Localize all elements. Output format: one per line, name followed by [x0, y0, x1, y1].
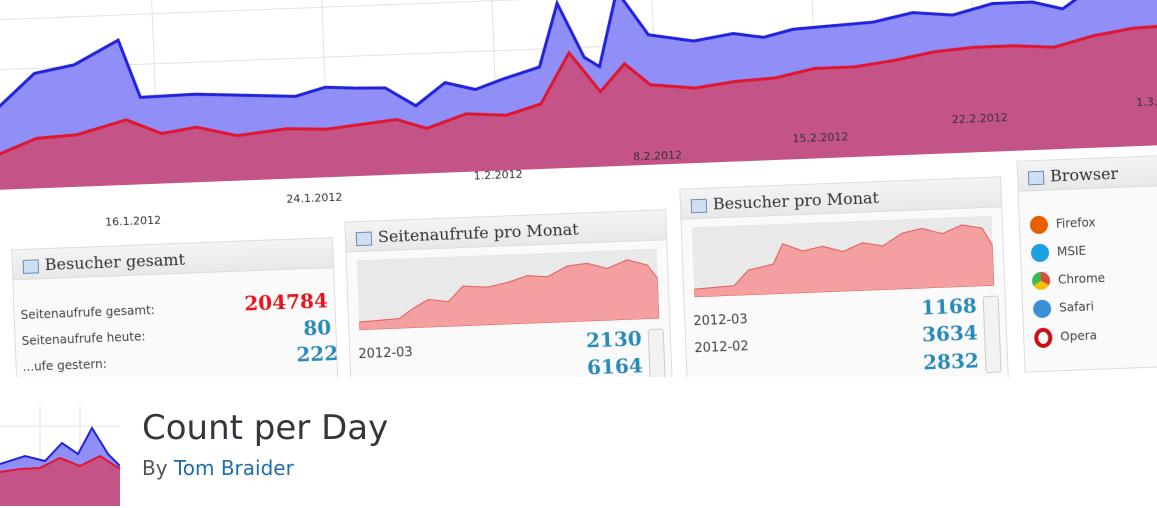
browser-item: Chrome: [1031, 269, 1106, 291]
pageviews-line: [0, 22, 1157, 157]
monitor-icon: [1027, 170, 1045, 185]
x-tick-label: 24.1.2012: [286, 190, 343, 206]
panel-total-visitors: Besucher gesamt Seitenaufrufe gesamt: 20…: [11, 237, 340, 377]
calendar-icon: [22, 258, 40, 274]
x-tick-label: 15.2.2012: [792, 130, 849, 146]
browser-label: Chrome: [1057, 270, 1106, 287]
pages-icon: [355, 231, 373, 246]
user-icon: [690, 198, 708, 213]
month-label: 2012-03: [693, 312, 748, 330]
browser-label: Opera: [1059, 328, 1098, 344]
plugin-banner: 16.1.2012 24.1.2012 1.2.2012 8.2.2012 15…: [0, 0, 1157, 377]
panel-header: Besucher gesamt: [12, 238, 334, 281]
browser-label: Firefox: [1055, 215, 1096, 231]
opera-icon: [1033, 327, 1053, 349]
x-tick-label: 16.1.2012: [104, 213, 162, 229]
stat-label: ...ufe gestern:: [22, 356, 108, 375]
stat-label: Seitenaufrufe gesamt:: [20, 302, 156, 323]
visits-area-chart: [0, 0, 1157, 210]
plugin-byline: By Tom Braider: [142, 456, 294, 480]
month-value: 1168: [920, 293, 978, 320]
x-tick-label: 8.2.2012: [632, 148, 683, 164]
plugin-header: [0, 377, 1157, 508]
stat-value: 80: [302, 315, 332, 341]
month-label: 2012-03: [358, 345, 413, 363]
browser-label: MSIE: [1056, 243, 1087, 259]
safari-icon: [1032, 299, 1052, 319]
panel-title: Seitenaufrufe pro Monat: [377, 219, 579, 247]
panel-header: Besucher pro Monat: [680, 177, 1002, 220]
banner-screenshot: 16.1.2012 24.1.2012 1.2.2012 8.2.2012 15…: [0, 0, 1157, 377]
browser-item: Firefox: [1029, 214, 1096, 235]
panel-pageviews-per-month: Seitenaufrufe pro Monat 2012-03 2130 616…: [344, 209, 674, 377]
x-tick-label: 22.2.2012: [951, 111, 1009, 127]
pageviews-mini-chart: [356, 248, 660, 331]
visitors-line: [0, 0, 1157, 111]
month-value: 3634: [921, 320, 979, 347]
stat-value: 204784: [243, 288, 329, 316]
x-tick-label: 1.2.2012: [473, 167, 523, 183]
panel-title: Besucher gesamt: [44, 249, 186, 275]
browser-item: MSIE: [1030, 242, 1087, 263]
panel-browser: Browser Firefox MSIE Chrome Safari Opera: [1016, 152, 1157, 373]
stat-value: 222: [295, 340, 339, 367]
panel-header: Seitenaufrufe pro Monat: [345, 210, 667, 253]
browser-item: Safari: [1032, 298, 1095, 319]
plugin-icon[interactable]: [0, 406, 120, 506]
month-value: 2832: [922, 348, 980, 375]
stat-label: Seitenaufrufe heute:: [21, 329, 146, 349]
byline-prefix: By: [142, 456, 168, 480]
panel-title: Browser: [1049, 163, 1119, 186]
month-value: 2130: [585, 326, 643, 353]
visitors-mini-chart: [691, 215, 995, 298]
author-link[interactable]: Tom Braider: [173, 456, 294, 480]
plugin-title: Count per Day: [142, 408, 389, 448]
panel-visitors-per-month: Besucher pro Monat 2012-03 1168 2012-02 …: [679, 176, 1009, 377]
firefox-icon: [1029, 215, 1049, 235]
month-value: 6164: [586, 353, 644, 377]
browser-label: Safari: [1058, 299, 1095, 315]
msie-icon: [1030, 243, 1050, 263]
chrome-icon: [1031, 271, 1051, 291]
browser-item: Opera: [1033, 326, 1098, 349]
list-scrollbar[interactable]: [982, 295, 1002, 374]
panel-header: Browser: [1017, 154, 1157, 192]
month-label: 2012-02: [694, 339, 750, 357]
panel-title: Besucher pro Monat: [712, 188, 880, 214]
list-scrollbar[interactable]: [647, 328, 667, 377]
x-tick-label: 1.3.: [1136, 95, 1157, 110]
